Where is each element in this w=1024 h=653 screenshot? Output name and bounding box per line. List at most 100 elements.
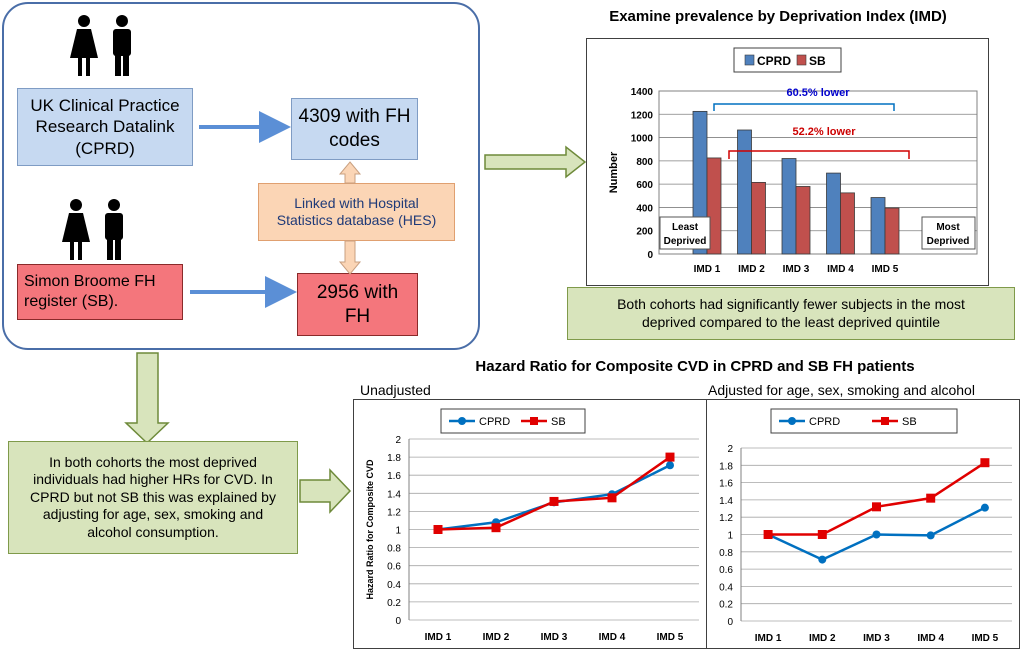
y-tick-label: 1.6 [719,479,733,490]
most-deprived-label-1: Most [936,222,960,233]
y-tick-label: 0.8 [719,548,733,559]
legend-marker-sb [881,417,889,425]
bar-sb [884,207,900,255]
y-tick-label: 200 [636,227,653,238]
x-tick-label: IMD 4 [917,633,944,644]
prevalence-title: Examine prevalence by Deprivation Index … [609,8,947,25]
y-tick-label: 1 [395,526,401,537]
point-sb [926,493,936,503]
y-tick-label: 1000 [631,134,654,145]
y-tick-label: 1400 [631,87,654,98]
woman-body-icon [70,29,98,58]
y-tick-label: 2 [395,435,401,446]
point-cprd [872,530,881,539]
point-sb [817,530,827,539]
y-axis-label: Hazard Ratio for Composite CVD [365,459,375,600]
woman-head-icon [78,15,90,27]
bracket-cprd [713,103,895,111]
arrow-to-prevalence [484,145,587,179]
x-tick-label: IMD 5 [657,632,684,643]
legend-label-sb: SB [551,416,566,428]
fh-codes-box: 4309 with FH codes [291,98,418,160]
least-deprived-label-1: Least [672,222,699,233]
hr-title: Hazard Ratio for Composite CVD in CPRD a… [475,358,915,375]
y-tick-label: 0 [395,616,401,627]
legend-marker-cprd [788,417,796,425]
y-tick-label: 1.2 [387,507,401,518]
least-deprived-box [659,216,711,250]
y-tick-label: 0.2 [719,600,733,611]
arrow-down-to-summary [124,352,170,445]
point-sb [433,525,443,534]
legend-label-cprd: CPRD [809,416,840,428]
y-tick-label: 1.8 [387,453,401,464]
x-tick-label: IMD 3 [541,632,568,643]
fh-codes-label: 4309 with FH codes [298,106,411,151]
x-tick-label: IMD 2 [483,632,510,643]
least-deprived-label-2: Deprived [664,236,707,247]
legend-box [770,408,958,434]
y-tick-label: 1.4 [719,496,733,507]
legend-swatch-sb [796,54,807,66]
unadjusted-label: Unadjusted [360,382,431,398]
bar-sb [751,181,766,255]
y-tick-label: 1.8 [719,461,733,472]
most-deprived-box [921,216,976,250]
bar-cprd [737,129,752,255]
point-sb [491,523,501,533]
point-sb [607,493,617,503]
y-tick-label: 0.8 [387,544,401,555]
x-tick-label: IMD 5 [872,264,899,275]
hes-box: Linked with Hospital Statistics database… [258,183,455,241]
y-tick-label: 1.2 [719,513,733,524]
x-tick-label: IMD 3 [783,264,810,275]
point-sb [549,496,559,506]
x-tick-label: IMD 1 [694,264,721,275]
people-icon-bottom [62,199,123,260]
x-tick-label: IMD 2 [809,633,836,644]
legend-swatch-cprd [744,54,755,66]
y-tick-label: 0.2 [387,598,401,609]
x-tick-label: IMD 5 [972,633,999,644]
bracket-sb [728,150,910,159]
hes-label: Linked with Hospital Statistics database… [276,194,437,229]
bar-cprd [826,172,841,255]
sb-box-label: Simon Broome FH register (SB). [24,273,156,310]
y-tick-label: 0.4 [387,580,401,591]
point-sb [872,502,881,512]
adjusted-label: Adjusted for age, sex, smoking and alcoh… [708,382,975,398]
annotation-sb-diff: 52.2% lower [793,126,857,138]
man-body-icon [113,29,131,56]
y-tick-label: 1.6 [387,471,401,482]
y-tick-label: 1 [727,531,733,542]
y-tick-label: 1200 [631,110,654,121]
man-head-icon [116,15,128,27]
unadjusted-chart-frame: 0 0.2 0.4 0.6 0.8 1 1.2 1.4 1.6 1.8 2 Hazard Ratio … [353,399,708,649]
y-tick-label: 0 [727,617,733,628]
summary-box: In both cohorts the most deprived indivi… [8,441,298,554]
x-tick-label: IMD 1 [755,633,782,644]
point-cprd [980,503,989,512]
people-icon-top [70,15,131,76]
y-tick-label: 2 [727,444,733,455]
legend-label-sb: SB [902,416,917,428]
y-tick-label: 0.6 [719,565,733,576]
prevalence-bar-chart: 0 200 400 600 800 1000 1200 1400 Number IMD 1 IMD … [608,47,978,275]
point-sb [763,530,773,539]
fh-label: 2956 with FH [316,281,399,327]
y-tick-label: 0.6 [387,562,401,573]
prevalence-conclusion-label: Both cohorts had significantly fewer sub… [617,296,965,330]
sb-box: Simon Broome FH register (SB). [17,264,183,320]
point-cprd [666,461,674,470]
y-tick-label: 600 [636,180,653,191]
legend-marker-cprd [458,417,466,425]
arrow-to-hr [299,468,352,514]
point-sb [665,452,675,462]
legend-marker-sb [530,417,538,425]
legend-label-sb: SB [809,54,826,68]
x-tick-label: IMD 3 [863,633,890,644]
y-tick-label: 400 [636,203,653,214]
bar-sb [840,192,855,255]
annotation-cprd-diff: 60.5% lower [787,87,851,99]
point-cprd [926,531,935,540]
